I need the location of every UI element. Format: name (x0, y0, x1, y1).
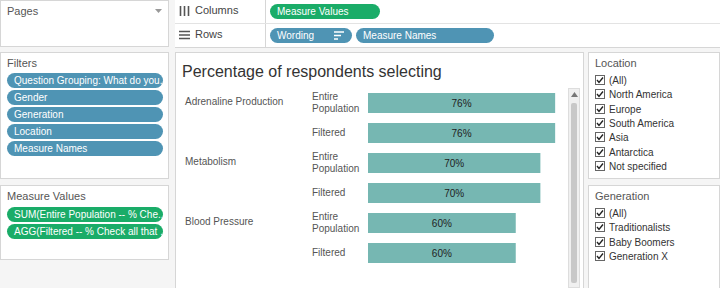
html-text:(All): (All) (609, 208, 627, 219)
html-text:Generation: Generation (14, 109, 64, 120)
html-text:North America: North America (609, 89, 673, 101)
html-text:Columns: Columns (195, 4, 239, 16)
html-text:Measure Values: Measure Values (7, 190, 86, 202)
svg-text:70%: 70% (444, 158, 464, 169)
html-text:Entire Population: Entire Population (312, 151, 360, 174)
html-text:South America: South America (609, 117, 674, 129)
html-text:Measure Names: Measure Names (363, 30, 437, 41)
html-text:Measure Values: Measure Values (277, 6, 349, 17)
html-text:Metabolism: Metabolism (185, 156, 237, 167)
html-text:Generation X: Generation X (609, 250, 668, 262)
html-text:Measure Names: Measure Names (14, 143, 88, 154)
html-text:Asia: Asia (609, 132, 629, 144)
html-text:Gender: Gender (14, 92, 48, 103)
html-text:Rows: Rows (195, 28, 223, 40)
html-text:Pages: Pages (7, 5, 39, 17)
html-text:Adrenaline Production: Adrenaline Production (185, 96, 284, 107)
html-text:Filtered: Filtered (312, 127, 346, 138)
svg-text:70%: 70% (444, 188, 464, 199)
html-text:Entire Population: Entire Population (312, 211, 360, 234)
html-text:Entire Population: Entire Population (312, 91, 360, 114)
html-text:Filters: Filters (7, 57, 37, 69)
svg-text:60%: 60% (432, 218, 452, 229)
html-text:(All): (All) (609, 75, 627, 86)
html-text:Traditionalists: Traditionalists (609, 222, 671, 234)
html-text:Antarctica: Antarctica (609, 146, 654, 158)
html-text:Filtered: Filtered (312, 187, 346, 198)
html-text:Generation: Generation (595, 190, 650, 202)
svg-text:76%: 76% (452, 128, 472, 139)
html-text:Not specified: Not specified (609, 160, 667, 172)
html-text:Filtered: Filtered (312, 247, 346, 258)
svg-text:60%: 60% (432, 248, 452, 259)
html-text:Percentage of respondents sele: Percentage of respondents selecting (182, 63, 442, 80)
html-text:Wording: Wording (277, 30, 315, 41)
html-text:Baby Boomers: Baby Boomers (609, 236, 675, 248)
html-text:Europe: Europe (609, 103, 642, 115)
svg-text:76%: 76% (452, 98, 472, 109)
html-text:Location: Location (595, 57, 637, 69)
html-text:Location: Location (14, 126, 52, 137)
html-text:SUM(Entire Population -- % Che: SUM(Entire Population -- % Che.. (14, 209, 164, 220)
html-text:Blood Pressure: Blood Pressure (185, 216, 254, 227)
